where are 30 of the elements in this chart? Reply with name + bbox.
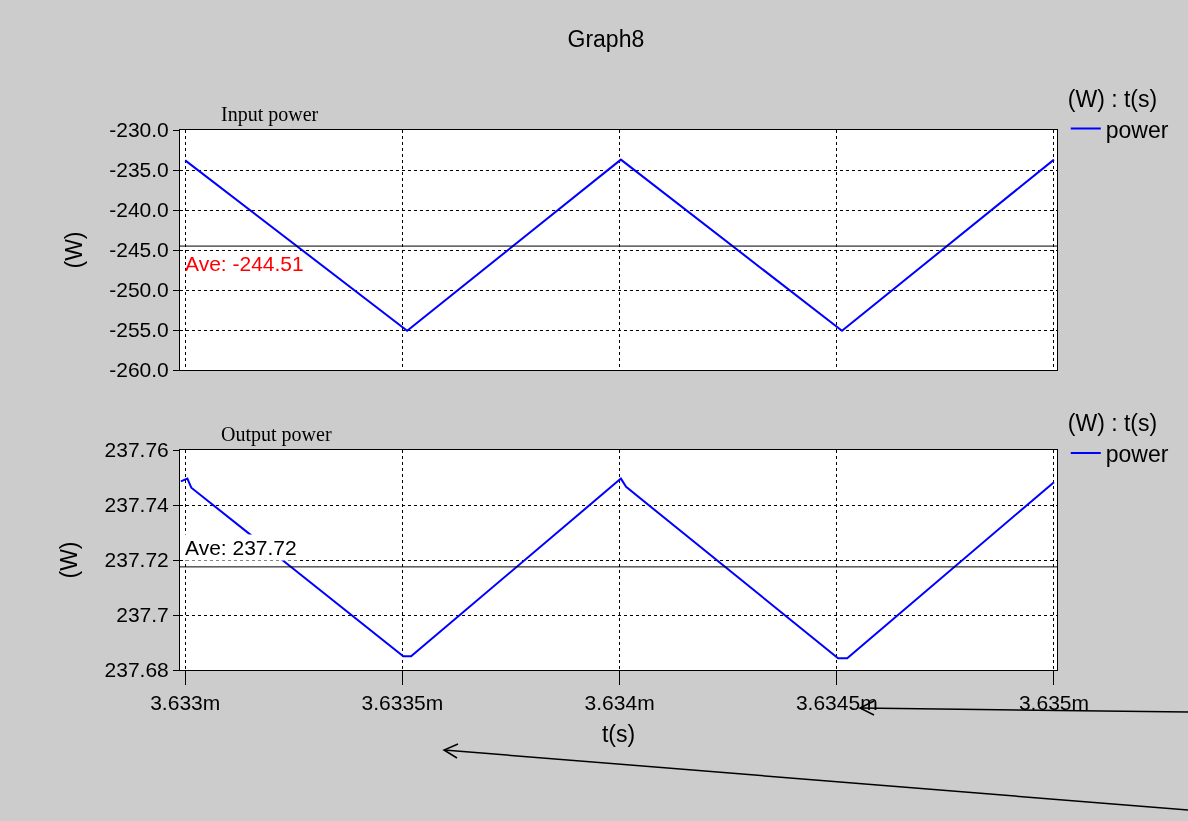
ref-line-label: Ave: -244.51 <box>185 252 304 275</box>
y-tick-label: 237.68 <box>104 658 169 682</box>
chart-subtitle: Input power <box>221 103 319 126</box>
y-tick-label: -245.0 <box>109 238 169 262</box>
y-tick-label: -250.0 <box>109 278 169 302</box>
y-tick-label: 237.76 <box>104 438 169 462</box>
y-tick-label: -260.0 <box>109 358 169 382</box>
chart-title: Graph8 <box>567 26 645 53</box>
x-axis-title: t(s) <box>601 720 636 747</box>
y-tick-label: -235.0 <box>109 158 169 182</box>
y-tick-label: 237.72 <box>104 548 169 572</box>
legend-label: power <box>1105 116 1169 143</box>
y-axis-title: (W) <box>60 231 87 269</box>
y-tick-label: -230.0 <box>109 118 169 142</box>
x-tick-label: 3.633m <box>150 691 221 715</box>
x-tick-label: 3.6345m <box>795 691 878 715</box>
x-tick-label: 3.6335m <box>361 691 444 715</box>
ref-line-label: Ave: 237.72 <box>185 536 297 559</box>
line-series <box>180 477 1055 660</box>
legend-title: (W) : t(s) <box>1067 86 1158 113</box>
y-tick-label: 237.74 <box>104 493 170 517</box>
legend-label: power <box>1105 440 1169 467</box>
x-tick-label: 3.634m <box>584 691 655 715</box>
chart-subtitle: Output power <box>221 423 332 446</box>
y-tick-label: 237.7 <box>116 603 169 627</box>
y-tick-label: -255.0 <box>109 318 169 342</box>
x-tick-label: 3.635m <box>1018 691 1089 715</box>
y-tick-label: -240.0 <box>109 198 169 222</box>
y-axis-title: (W) <box>56 541 83 579</box>
legend-title: (W) : t(s) <box>1067 410 1158 437</box>
